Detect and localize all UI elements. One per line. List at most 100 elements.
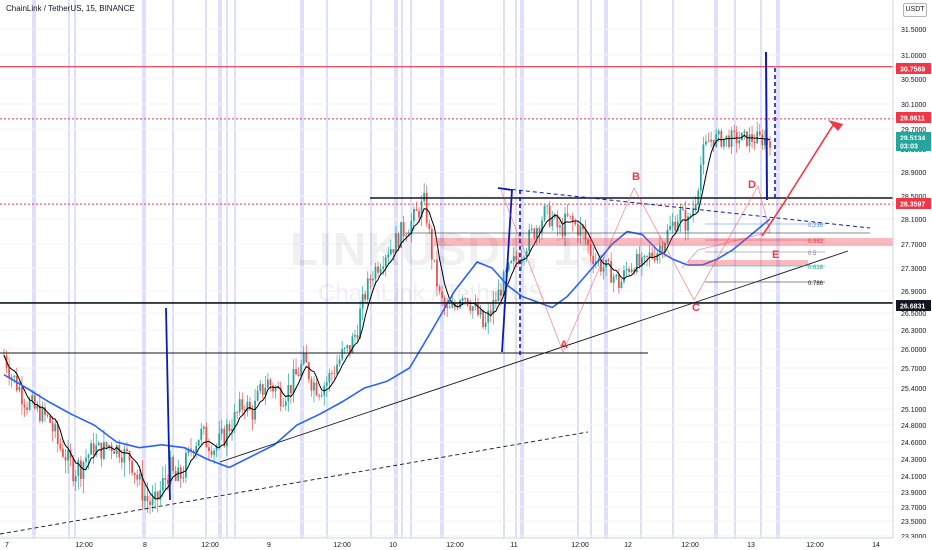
candle-body (602, 267, 605, 272)
x-tick-label: 10 (389, 542, 397, 549)
candle-body (538, 228, 541, 233)
candle-body (546, 205, 549, 207)
candle-body (587, 239, 590, 245)
fast-ma-line (3, 134, 771, 500)
candle-body (405, 236, 408, 237)
x-tick-label: 12:00 (446, 542, 464, 549)
x-tick-label: 13 (747, 542, 755, 549)
candle-body (492, 300, 495, 314)
candle-body (623, 270, 625, 282)
candle-body (167, 479, 169, 484)
candle-body (154, 491, 157, 498)
candle-body (182, 477, 185, 479)
candle-body (238, 399, 241, 413)
candle-body (502, 272, 505, 296)
price-tag-bg (896, 63, 931, 74)
candle-body (628, 268, 630, 272)
candle-body (446, 306, 449, 309)
candle-body (277, 387, 280, 389)
candle-body (474, 303, 477, 307)
candle-body (26, 407, 28, 410)
candle-body (251, 409, 254, 420)
candle-body (689, 215, 692, 217)
candle-body (712, 139, 715, 147)
candle-body (533, 228, 536, 239)
session-band (776, 0, 780, 538)
candle-body (402, 222, 405, 237)
candle-body (510, 261, 513, 263)
y-tick-label: 23.9000 (901, 490, 926, 497)
session-band (734, 0, 736, 538)
y-tick-label: 26.3000 (901, 328, 926, 335)
candle-body (451, 303, 454, 308)
candle-body (720, 130, 723, 147)
y-tick-label: 28.5000 (901, 194, 926, 201)
candle-body (392, 249, 395, 253)
candle-body (551, 217, 554, 227)
candle-body (172, 456, 174, 471)
candle-body (571, 216, 574, 222)
candle-body (489, 310, 492, 314)
candle-body (302, 352, 305, 365)
candle-body (254, 400, 256, 420)
candle-body (13, 375, 16, 378)
candle-body (722, 138, 725, 147)
candle-body (115, 445, 118, 454)
session-band (640, 0, 642, 538)
candle-body (471, 306, 474, 311)
candle-body (707, 141, 710, 143)
candle-body (651, 252, 654, 258)
candle-body (151, 497, 154, 506)
candle-body (374, 266, 377, 279)
candle-body (74, 475, 77, 482)
candle-body (328, 372, 331, 383)
fib-level-label: 0.382 (808, 239, 824, 245)
candle-body (220, 428, 223, 434)
harmonic-pattern (500, 184, 771, 354)
x-tick-label: 12:00 (681, 542, 699, 549)
candle-body (643, 255, 646, 258)
candle-body (658, 245, 661, 254)
candle-body (41, 407, 44, 421)
candle-body (582, 225, 584, 230)
session-band (205, 0, 207, 538)
candle-body (523, 257, 525, 259)
candle-body (541, 220, 543, 233)
candle-body (699, 164, 702, 191)
session-band (410, 0, 412, 538)
candle-body (92, 443, 95, 456)
candle-body (635, 253, 638, 273)
candle-body (348, 345, 351, 353)
candle-body (141, 473, 144, 501)
currency-badge[interactable]: USDT (903, 3, 927, 17)
y-tick-label: 30.1000 (901, 102, 926, 109)
descending-trendline (497, 187, 871, 229)
candle-body (300, 364, 303, 377)
candle-body (233, 412, 236, 429)
chart-title[interactable]: ChainLink / TetherUS, 15, BINANCE (6, 4, 135, 13)
candle-body (456, 307, 459, 309)
candle-body (705, 141, 707, 145)
candle-body (33, 395, 36, 409)
candle-body (756, 131, 759, 144)
candle-body (566, 213, 569, 216)
vertical-impulse-left (165, 307, 171, 501)
candle-body (256, 390, 259, 401)
candle-body (218, 433, 221, 447)
y-tick-label: 29.7000 (901, 127, 926, 134)
dashed-trendline-lower (0, 431, 589, 535)
candle-body (477, 303, 479, 315)
price-tag-bg (896, 300, 931, 311)
candle-body (177, 467, 180, 481)
candle-body (361, 294, 364, 309)
y-tick-label: 28.9000 (901, 170, 926, 177)
candle-body (90, 443, 93, 455)
drawings: 0.236 0.382 0.5 0.618 0.786 A B C D E (0, 51, 900, 535)
candle-body (356, 335, 359, 339)
candle-body (331, 372, 333, 374)
candle-body (692, 208, 695, 216)
y-tick-label: 23.5000 (901, 519, 926, 526)
session-band (520, 0, 524, 538)
